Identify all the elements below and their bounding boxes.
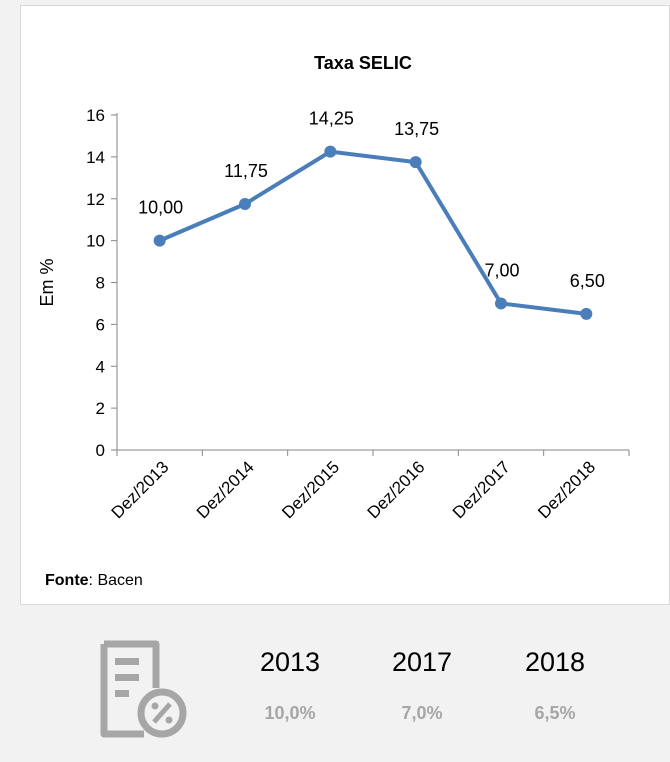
- data-label: 7,00: [484, 260, 519, 280]
- y-tick-label: 8: [96, 274, 105, 293]
- y-tick-label: 12: [86, 190, 105, 209]
- summary-rate-2017: 7,0%: [401, 703, 443, 723]
- data-point: [580, 307, 593, 320]
- x-tick-label: Dez/2015: [278, 457, 343, 522]
- x-tick-label: Dez/2016: [364, 457, 429, 522]
- data-label: 13,75: [394, 119, 439, 139]
- y-tick-label: 6: [96, 315, 105, 334]
- summary-year-2018: 2018: [524, 647, 586, 677]
- y-tick-label: 10: [86, 232, 105, 251]
- data-point: [153, 234, 166, 247]
- x-tick-label: Dez/2018: [534, 457, 599, 522]
- y-tick-label: 14: [86, 148, 105, 167]
- y-tick-label: 0: [96, 441, 105, 460]
- series-line: [157, 149, 589, 316]
- data-label: 11,75: [224, 161, 268, 181]
- source-separator: :: [88, 572, 98, 589]
- summary-rate-2013: 10,0%: [264, 703, 316, 723]
- x-tick-label: Dez/2017: [449, 457, 514, 522]
- summary-rate-2018: 6,5%: [534, 703, 576, 723]
- data-point: [324, 145, 337, 158]
- data-point: [239, 197, 251, 210]
- chart-title: Taxa SELIC: [314, 53, 412, 73]
- y-axis-label: Em %: [37, 258, 57, 306]
- y-tick-label: 4: [96, 357, 105, 376]
- y-tick-label: 2: [96, 399, 105, 418]
- data-label: 10,00: [138, 198, 183, 218]
- source-label: Fonte: [45, 572, 89, 589]
- document-percent-icon: [100, 640, 187, 738]
- data-label: 14,25: [309, 109, 354, 129]
- data-point: [495, 297, 507, 310]
- data-label: 6,50: [570, 271, 605, 291]
- summary-panel: 2013 2017 2018 10,0% 7,0% 6,5%: [0, 610, 670, 762]
- x-tick-label: Dez/2014: [193, 457, 258, 522]
- source-value: Bacen: [97, 572, 143, 589]
- chart-source: Fonte: Bacen: [45, 572, 143, 590]
- y-tick-label: 16: [86, 106, 105, 125]
- selic-line-chart: Taxa SELIC Em % 0 2 4 6 8 10 12 14 16 Dez/2013 Dez/2…: [37, 53, 630, 522]
- data-point: [409, 156, 422, 169]
- x-tick-label: Dez/2013: [108, 457, 173, 522]
- chart-card: Taxa SELIC Em % 0 2 4 6 8 10 12 14 16 Dez/2013 Dez/2…: [20, 5, 670, 605]
- summary-year-2013: 2013: [259, 647, 321, 677]
- summary-year-2017: 2017: [391, 647, 453, 677]
